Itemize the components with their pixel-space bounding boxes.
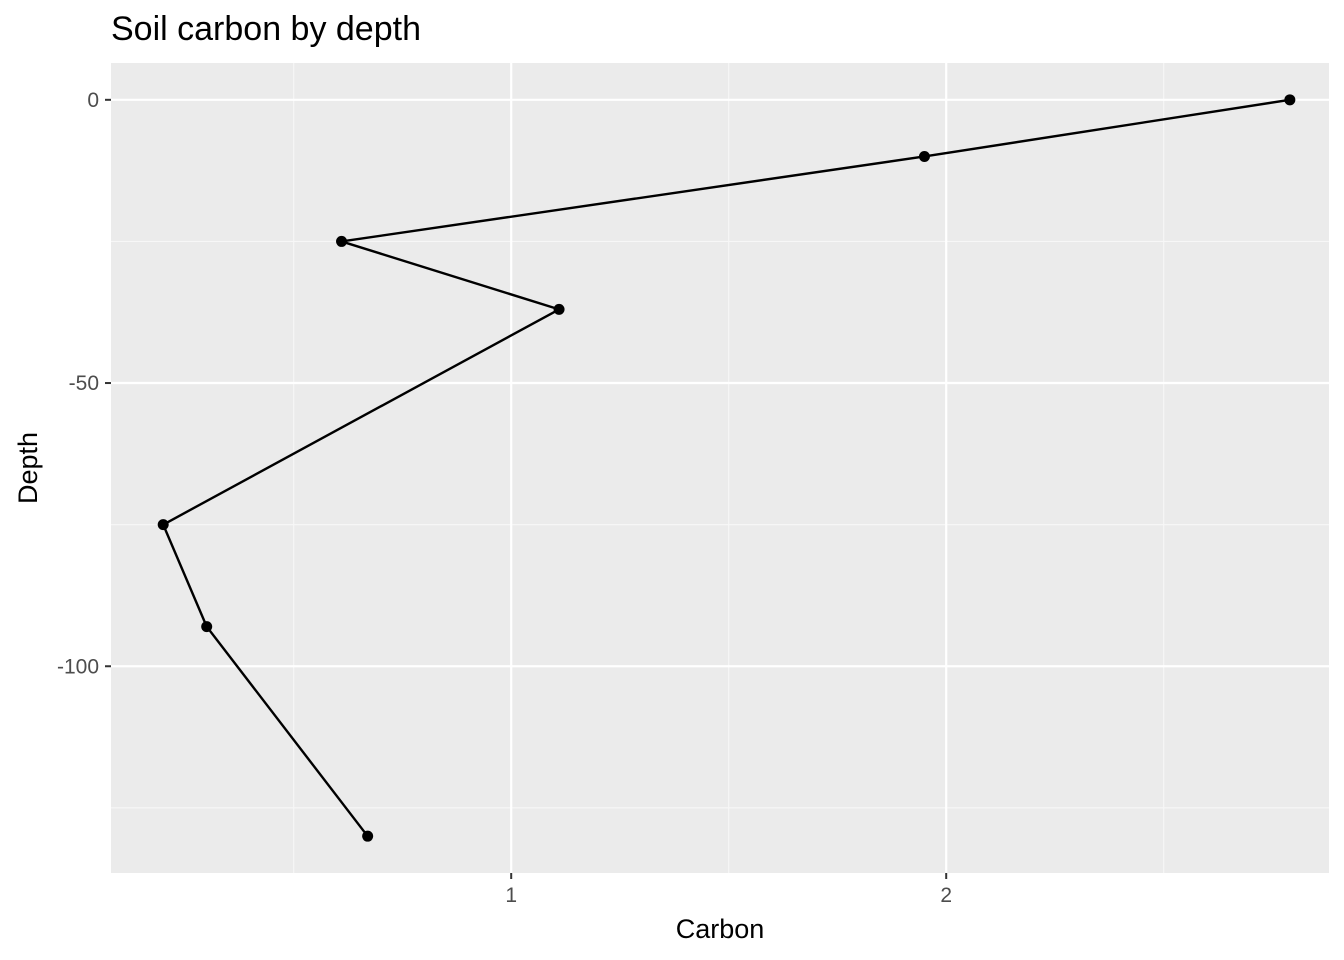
- y-tick-label: 0: [87, 89, 99, 112]
- y-tick-label: -100: [57, 655, 99, 678]
- data-point: [1284, 94, 1296, 106]
- data-point: [553, 303, 565, 315]
- grid-major: [111, 63, 1329, 873]
- x-tick-label: 1: [505, 884, 517, 907]
- y-tick-label: -50: [69, 372, 99, 395]
- x-tick-label: 2: [940, 884, 952, 907]
- data-point: [918, 150, 930, 162]
- y-axis-label: Depth: [13, 432, 43, 504]
- data-point: [157, 519, 169, 531]
- data-point: [362, 830, 374, 842]
- x-axis-label: Carbon: [676, 914, 765, 944]
- grid-minor: [111, 63, 1329, 873]
- axis-ticks: 1 2 0 -50 -100: [57, 89, 952, 907]
- data-point: [336, 235, 348, 247]
- series-layer: [157, 94, 1296, 842]
- chart-title: Soil carbon by depth: [111, 10, 421, 48]
- plot-panel: [111, 63, 1329, 873]
- data-point: [201, 621, 213, 633]
